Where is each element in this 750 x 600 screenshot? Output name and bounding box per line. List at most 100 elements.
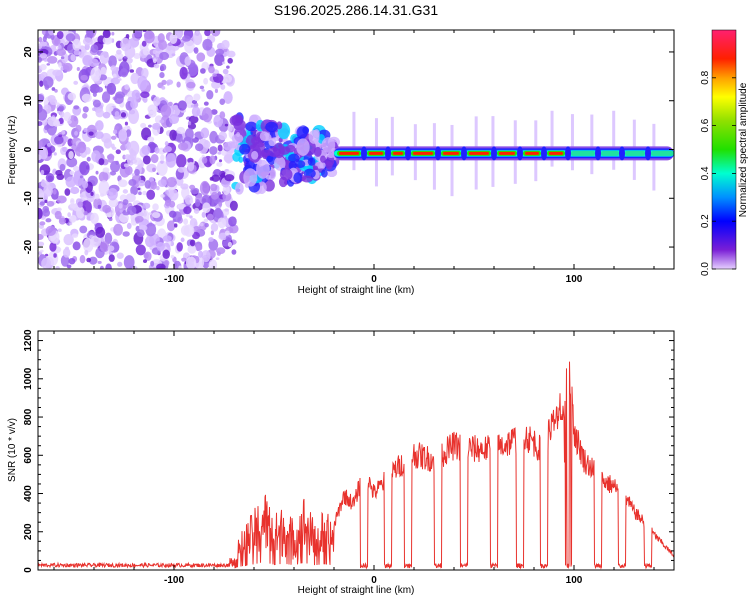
spectrogram-scatter-blob [296, 138, 310, 156]
spectrogram-noise-blob [228, 216, 237, 227]
spectrogram-noise-blob [226, 50, 236, 58]
spectrogram-noise-blob [68, 150, 74, 160]
spectrogram-carrier-peak [525, 151, 539, 155]
spectrogram-noise-blob [75, 124, 82, 133]
colorbar-label: Normalized spectral amplitude [738, 82, 749, 217]
spectrogram-noise-blob [216, 251, 221, 256]
spectrogram-noise-blob [95, 120, 104, 132]
spectrogram-noise-blob [69, 203, 76, 209]
spectrogram-noise-blob [214, 53, 225, 66]
spectrogram-noise-blob [164, 141, 169, 147]
snr-background [38, 331, 674, 570]
spectrogram-carrier-peak [339, 151, 359, 155]
spectrogram-noise-blob [46, 63, 51, 66]
x-tick-label: -100 [164, 575, 184, 586]
spectrogram-noise-blob [126, 205, 137, 216]
spectrogram-noise-blob [102, 204, 112, 214]
spectrogram-noise-blob [198, 250, 203, 258]
spectrogram-noise-blob [143, 259, 148, 264]
spectrogram-scatter-blob [293, 172, 303, 184]
spectrogram-noise-blob [124, 165, 133, 176]
spectrogram-noise-blob [160, 104, 172, 118]
spectrogram-noise-blob [113, 223, 123, 236]
spectrogram-scatter-blob [313, 146, 322, 157]
spectrogram-noise-blob [183, 206, 192, 215]
spectrogram-noise-blob [130, 99, 139, 109]
spectrogram-noise-blob [208, 259, 218, 269]
spectrogram-noise-blob [171, 53, 176, 57]
spectrogram-noise-blob [186, 81, 196, 89]
spectrogram-noise-blob [204, 222, 209, 228]
spectrogram-noise-blob [210, 191, 219, 200]
spectrogram-noise-blob [188, 115, 199, 124]
spectrogram-noise-blob [38, 188, 45, 202]
y-tick-label: 1000 [23, 367, 34, 390]
colorbar-tick-label: 0.8 [700, 70, 711, 84]
y-tick-label: 20 [23, 46, 34, 58]
spectrogram-noise-blob [166, 81, 170, 86]
spectrogram-noise-blob [90, 66, 102, 82]
spectrogram-noise-blob [177, 203, 187, 210]
spectrogram-noise-blob [189, 199, 194, 204]
spectrogram-noise-blob [107, 245, 115, 252]
spectrogram-noise-blob [56, 30, 64, 40]
spectrogram-noise-blob [122, 231, 130, 237]
colorbar-gradient [712, 30, 736, 269]
spectrogram-noise-blob [59, 111, 65, 118]
spectrogram-noise-blob [88, 256, 98, 265]
spectrogram-noise-blob [156, 160, 168, 176]
spectrogram-noise-blob [79, 194, 84, 198]
spectrogram-noise-blob [112, 129, 118, 135]
spectrogram-carrier-peak [549, 151, 563, 155]
spectrogram-noise-blob [64, 188, 71, 196]
spectrogram-noise-blob [115, 149, 121, 155]
spectrogram-noise-blob [38, 121, 43, 126]
spectrogram-streak [675, 115, 678, 172]
y-tick-label: -10 [23, 191, 34, 206]
spectrogram-noise-blob [129, 149, 137, 161]
spectrogram-noise-blob [148, 212, 152, 216]
spectrogram-scatter-blob [231, 114, 244, 126]
spectrogram-noise-blob [225, 234, 232, 242]
y-tick-label: 1200 [23, 329, 34, 352]
spectrogram-carrier-peak [393, 151, 403, 155]
spectrogram-noise-blob [160, 193, 165, 198]
spectrogram-noise-blob [227, 124, 233, 132]
spectrogram-noise-blob [193, 221, 198, 227]
spectrogram-noise-blob [125, 33, 130, 39]
spectrogram-noise-blob [204, 139, 209, 145]
spectrogram-gap-blob [565, 146, 571, 161]
spectrogram-noise-blob [126, 57, 133, 64]
spectrogram-noise-blob [114, 110, 120, 118]
spectrogram-noise-blob [67, 212, 71, 218]
colorbar-tick-label: 0.4 [700, 166, 711, 180]
spectrogram-noise-blob [38, 36, 43, 43]
spectrogram-noise-blob [44, 253, 49, 257]
spectrogram-noise-blob [143, 252, 149, 259]
spectrogram-noise-blob [116, 49, 122, 55]
spectrogram-noise-blob [45, 225, 57, 237]
spectrogram-noise-blob [54, 89, 58, 93]
spectrogram-noise-blob [46, 142, 52, 147]
y-tick-label: 400 [23, 485, 34, 502]
chart-title: S196.2025.286.14.31.G31 [274, 2, 438, 18]
x-tick-label: 100 [566, 274, 583, 285]
spectrogram-noise-blob [201, 156, 208, 164]
spectrogram-noise-blob [46, 56, 58, 64]
spectrogram-noise-blob [54, 135, 64, 145]
spectrogram-scatter-blob [235, 182, 244, 195]
spectrogram-noise-blob [107, 153, 115, 164]
spectrogram-noise-blob [187, 244, 197, 254]
spectrogram-noise-blob [79, 255, 86, 264]
spectrogram-noise-blob [199, 85, 205, 90]
spectrogram-noise-blob [79, 225, 88, 234]
spectrogram-noise-blob [77, 141, 87, 154]
spectrogram-noise-blob [43, 33, 48, 39]
spectrogram-noise-blob [199, 180, 210, 196]
spectrogram-noise-blob [219, 111, 226, 120]
spectrogram-streak [612, 110, 616, 170]
spectrogram-noise-blob [223, 154, 235, 163]
spectrogram-x-label: Height of straight line (km) [298, 285, 415, 296]
y-tick-label: 0 [23, 567, 34, 573]
